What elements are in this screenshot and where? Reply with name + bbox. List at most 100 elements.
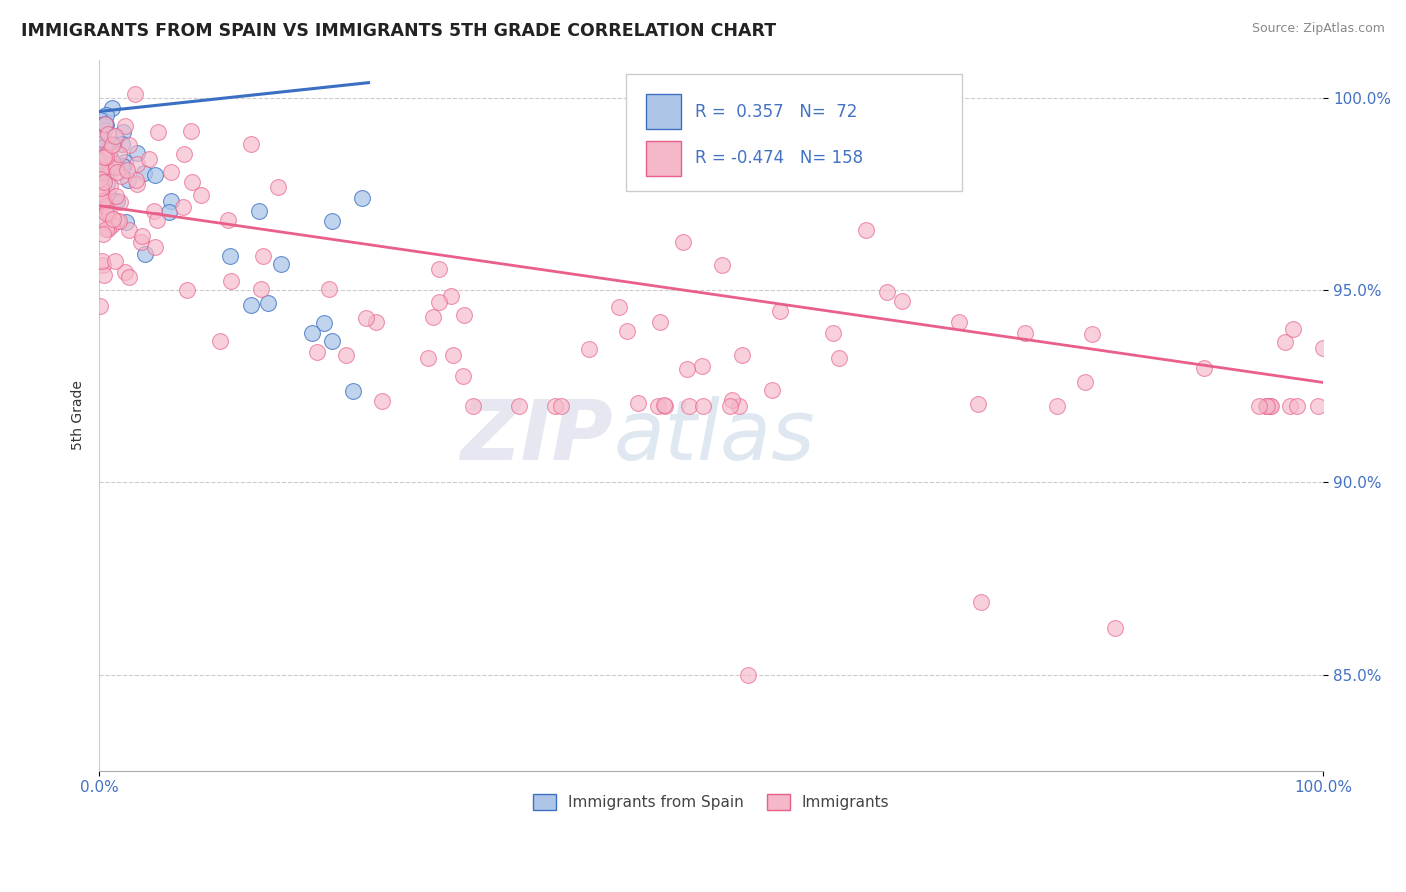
- Point: [239, 298, 262, 312]
- Point: [427, 262, 450, 277]
- Text: IMMIGRANTS FROM SPAIN VS IMMIGRANTS 5TH GRADE CORRELATION CHART: IMMIGRANTS FROM SPAIN VS IMMIGRANTS 5TH …: [21, 22, 776, 40]
- Point: [544, 399, 567, 413]
- Point: [91, 132, 114, 146]
- Point: [160, 165, 183, 179]
- Point: [89, 113, 111, 128]
- Point: [117, 173, 139, 187]
- Point: [94, 157, 117, 171]
- Point: [463, 399, 485, 413]
- Point: [267, 179, 290, 194]
- Point: [453, 308, 475, 322]
- Point: [94, 148, 117, 162]
- Point: [90, 195, 112, 210]
- Point: [1285, 399, 1308, 413]
- Point: [89, 179, 111, 194]
- Point: [93, 166, 115, 180]
- Point: [93, 175, 115, 189]
- Point: [104, 160, 127, 174]
- Point: [108, 214, 131, 228]
- Point: [134, 167, 156, 181]
- Point: [159, 194, 181, 209]
- Point: [110, 169, 132, 184]
- Point: [94, 136, 117, 150]
- Point: [104, 160, 127, 174]
- Point: [890, 293, 912, 308]
- Point: [98, 160, 121, 174]
- Text: ZIP: ZIP: [461, 396, 613, 477]
- Point: [352, 191, 374, 205]
- FancyBboxPatch shape: [647, 141, 681, 176]
- Point: [650, 315, 672, 329]
- Point: [1074, 375, 1097, 389]
- Point: [692, 399, 714, 413]
- Point: [366, 314, 388, 328]
- Point: [768, 304, 790, 318]
- Point: [172, 200, 194, 214]
- Point: [97, 221, 120, 235]
- Point: [118, 222, 141, 236]
- Point: [94, 221, 117, 235]
- Point: [969, 594, 991, 608]
- Point: [125, 157, 148, 171]
- Point: [89, 212, 111, 227]
- Point: [1256, 399, 1278, 413]
- Text: R = -0.474   N= 158: R = -0.474 N= 158: [696, 150, 863, 168]
- Point: [91, 174, 114, 188]
- Point: [98, 206, 121, 220]
- Point: [93, 157, 115, 171]
- Point: [94, 146, 117, 161]
- Point: [94, 199, 117, 213]
- Point: [104, 129, 127, 144]
- Point: [616, 324, 638, 338]
- Point: [101, 154, 124, 169]
- Point: [219, 249, 242, 263]
- Point: [90, 118, 112, 132]
- Point: [134, 247, 156, 261]
- Point: [97, 127, 120, 141]
- Point: [948, 316, 970, 330]
- Point: [731, 348, 754, 362]
- Point: [89, 195, 111, 210]
- Point: [91, 253, 114, 268]
- Point: [1260, 399, 1282, 413]
- Point: [127, 177, 149, 191]
- Point: [90, 161, 112, 176]
- Point: [453, 369, 475, 384]
- Point: [105, 194, 128, 208]
- Point: [1260, 399, 1282, 413]
- Point: [422, 310, 444, 325]
- Point: [967, 397, 990, 411]
- Point: [143, 203, 166, 218]
- Point: [114, 265, 136, 279]
- Point: [93, 145, 115, 159]
- Point: [578, 342, 600, 356]
- Point: [176, 283, 198, 297]
- Point: [1312, 341, 1334, 355]
- Point: [143, 168, 166, 182]
- Y-axis label: 5th Grade: 5th Grade: [72, 380, 86, 450]
- Point: [1256, 399, 1278, 413]
- Point: [98, 143, 121, 157]
- Point: [90, 161, 112, 175]
- Point: [1081, 326, 1104, 341]
- Point: [91, 194, 114, 208]
- Point: [173, 146, 195, 161]
- Point: [1306, 399, 1329, 413]
- Point: [270, 257, 292, 271]
- Point: [114, 214, 136, 228]
- Point: [146, 125, 169, 139]
- Point: [89, 180, 111, 194]
- Point: [91, 154, 114, 169]
- Point: [93, 186, 115, 200]
- Text: atlas: atlas: [613, 396, 815, 477]
- Point: [91, 150, 114, 164]
- Point: [647, 399, 669, 413]
- Point: [118, 138, 141, 153]
- Point: [1104, 622, 1126, 636]
- Point: [371, 394, 394, 409]
- Point: [721, 393, 744, 408]
- Point: [627, 395, 650, 409]
- Point: [101, 212, 124, 227]
- Point: [114, 154, 136, 169]
- FancyBboxPatch shape: [647, 95, 681, 128]
